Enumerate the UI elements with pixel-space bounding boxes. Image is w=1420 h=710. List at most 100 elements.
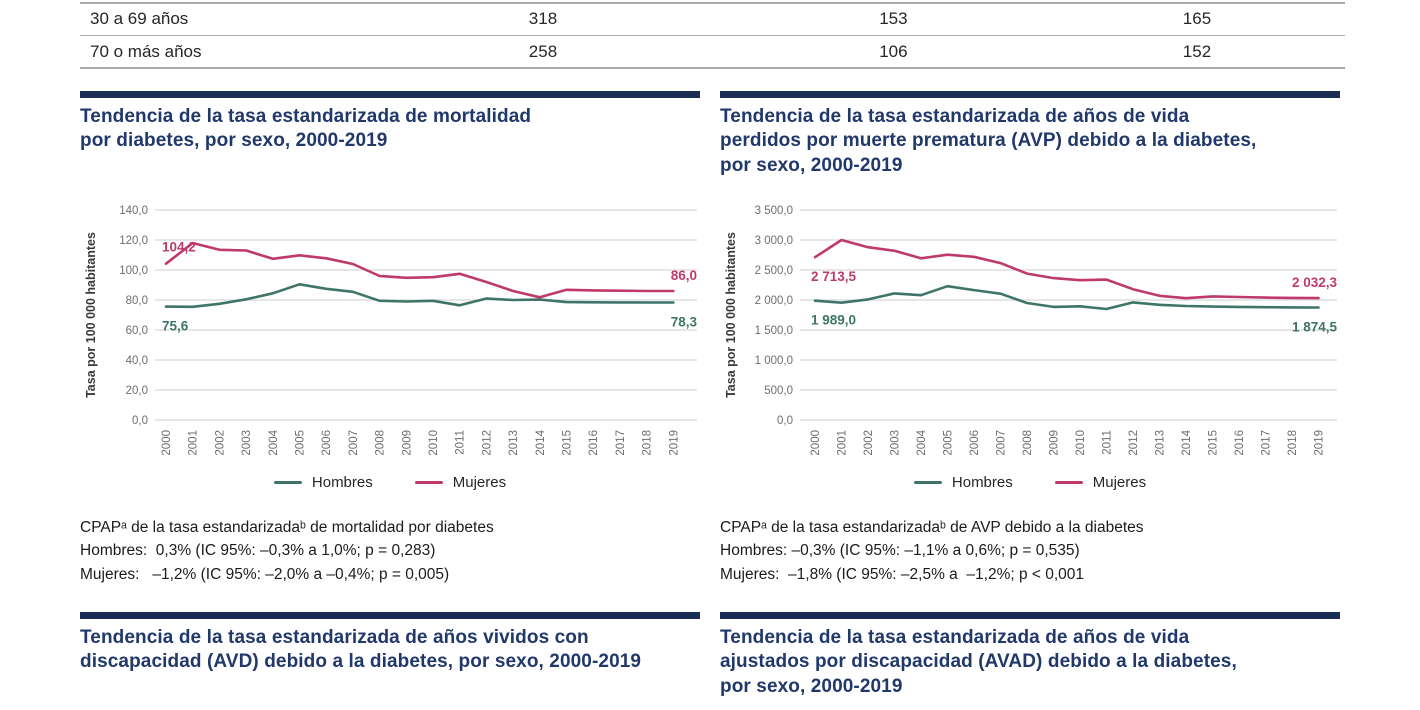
x-year-label: 2005 bbox=[943, 430, 955, 456]
y-tick-label: 100,0 bbox=[119, 265, 148, 277]
x-year-label: 2009 bbox=[1049, 430, 1061, 456]
row-value: 152 bbox=[1182, 42, 1212, 61]
cpap-line: Hombres: –0,3% (IC 95%: –1,1% a 0,6%; p … bbox=[720, 542, 1080, 560]
x-year-label: 2001 bbox=[837, 430, 849, 456]
legend-label: Mujeres bbox=[1092, 474, 1147, 491]
row-label: 30 a 69 años bbox=[90, 9, 189, 28]
x-year-label: 2010 bbox=[1075, 430, 1087, 456]
avp-line-chart: 0,0 500,0 1 000,0 1 500,0 2 000,0 2 500,0 3 00… bbox=[724, 205, 1338, 456]
y-tick-label: 20,0 bbox=[126, 385, 148, 397]
series-line-hombres bbox=[813, 284, 1320, 311]
cpap-stats-mortalidad: CPAPᵃ de la tasa estandarizadaᵇ de morta… bbox=[80, 516, 494, 586]
section-divider-bar bbox=[720, 612, 1340, 619]
chart-legend: Hombres Mujeres bbox=[80, 474, 700, 491]
hombres-line-swatch-icon bbox=[913, 480, 942, 485]
x-year-label: 2008 bbox=[1022, 430, 1034, 456]
x-year-label: 2005 bbox=[295, 430, 307, 456]
row-value: 153 bbox=[879, 9, 908, 28]
legend-label: Mujeres bbox=[452, 474, 507, 491]
y-tick-label: 0,0 bbox=[777, 415, 793, 427]
y-tick-label: 140,0 bbox=[119, 205, 148, 217]
section-divider-bar bbox=[720, 91, 1340, 98]
y-tick-label: 40,0 bbox=[126, 355, 148, 367]
row-value: 165 bbox=[1182, 9, 1212, 28]
y-tick-label: 2 500,0 bbox=[755, 265, 793, 277]
x-year-label: 2001 bbox=[188, 430, 200, 456]
legend-item-mujeres: Mujeres bbox=[414, 474, 507, 491]
x-year-label: 2017 bbox=[615, 430, 627, 456]
legend-item-hombres: Hombres bbox=[273, 474, 373, 491]
row-label: 70 o más años bbox=[90, 42, 202, 61]
legend-item-mujeres: Mujeres bbox=[1054, 474, 1147, 491]
x-year-label: 2019 bbox=[668, 430, 680, 456]
legend-item-hombres: Hombres bbox=[913, 474, 1013, 491]
section-title-avad: Tendencia de la tasa estandarizada de añ… bbox=[720, 627, 1237, 697]
x-year-label: 2012 bbox=[1128, 430, 1140, 456]
section-divider-bar bbox=[80, 612, 700, 619]
x-year-label: 2015 bbox=[1208, 430, 1220, 456]
mujeres-line-swatch-icon bbox=[414, 480, 443, 485]
legend-label: Hombres bbox=[951, 474, 1013, 491]
point-value-label: 78,3 bbox=[671, 315, 698, 330]
section-title-mortalidad: Tendencia de la tasa estandarizada de mo… bbox=[80, 106, 532, 152]
series-line-mujeres bbox=[164, 241, 675, 299]
cpap-stats-avp: CPAPᵃ de la tasa estandarizadaᵇ de AVP d… bbox=[720, 516, 1144, 586]
cpap-line: Hombres: 0,3% (IC 95%: –0,3% a 1,0%; p =… bbox=[80, 542, 436, 560]
y-tick-label: 60,0 bbox=[126, 325, 148, 337]
mortality-line-chart: 0,0 20,0 40,0 60,0 80,0 100,0 120,0 140,0 Tasa p… bbox=[84, 205, 698, 456]
cpap-line: Mujeres: –1,8% (IC 95%: –2,5% a –1,2%; p… bbox=[720, 565, 1085, 583]
y-axis-title: Tasa por 100 000 habitantes bbox=[724, 232, 738, 398]
x-year-label: 2019 bbox=[1314, 430, 1326, 456]
x-year-label: 2008 bbox=[375, 430, 387, 456]
y-tick-label: 120,0 bbox=[119, 235, 148, 247]
x-year-label: 2018 bbox=[642, 430, 654, 456]
x-year-label: 2002 bbox=[214, 430, 226, 456]
age-group-table-fragment: 30 a 69 años 318 153 165 70 o más años 2… bbox=[80, 0, 1345, 69]
y-tick-label: 1 500,0 bbox=[755, 325, 793, 337]
x-year-label: 2007 bbox=[348, 430, 360, 456]
y-tick-label: 3 500,0 bbox=[755, 205, 793, 217]
x-year-label: 2011 bbox=[455, 430, 467, 455]
hombres-line-swatch-icon bbox=[273, 480, 302, 485]
x-year-label: 2009 bbox=[401, 430, 413, 456]
cpap-line: CPAPᵃ de la tasa estandarizadaᵇ de AVP d… bbox=[720, 519, 1144, 536]
x-year-label: 2000 bbox=[161, 430, 173, 456]
row-value: 258 bbox=[528, 42, 558, 61]
y-tick-label: 0,0 bbox=[132, 415, 148, 427]
table-row: 30 a 69 años 318 153 165 bbox=[80, 9, 1345, 35]
x-year-label: 2013 bbox=[508, 430, 520, 456]
section-divider-bar bbox=[80, 91, 700, 98]
y-tick-label: 1 000,0 bbox=[755, 355, 793, 367]
x-year-label: 2014 bbox=[535, 429, 547, 455]
series-line-mujeres bbox=[813, 238, 1320, 300]
section-title-avd: Tendencia de la tasa estandarizada de añ… bbox=[80, 627, 642, 673]
x-year-label: 2015 bbox=[562, 430, 574, 456]
x-year-label: 2016 bbox=[1234, 430, 1246, 456]
y-tick-label: 80,0 bbox=[126, 295, 148, 307]
x-year-label: 2018 bbox=[1287, 430, 1299, 456]
y-axis-title: Tasa por 100 000 habitantes bbox=[84, 232, 98, 398]
x-year-label: 2016 bbox=[588, 430, 600, 456]
point-value-label: 86,0 bbox=[671, 268, 697, 283]
x-year-label: 2006 bbox=[969, 430, 981, 456]
row-value: 106 bbox=[879, 42, 908, 61]
cpap-line: CPAPᵃ de la tasa estandarizadaᵇ de morta… bbox=[80, 519, 494, 536]
table-rule bbox=[80, 34, 1345, 36]
y-tick-label: 2 000,0 bbox=[755, 295, 793, 307]
x-year-label: 2003 bbox=[890, 430, 902, 456]
chart-legend: Hombres Mujeres bbox=[720, 474, 1340, 491]
point-value-label: 75,6 bbox=[162, 319, 189, 334]
x-year-label: 2010 bbox=[428, 430, 440, 456]
x-year-label: 2007 bbox=[996, 430, 1008, 456]
x-year-label: 2011 bbox=[1102, 430, 1114, 455]
point-value-label: 1 874,5 bbox=[1292, 320, 1338, 335]
mujeres-line-swatch-icon bbox=[1054, 480, 1083, 485]
x-year-label: 2003 bbox=[241, 430, 253, 456]
y-tick-label: 500,0 bbox=[764, 385, 793, 397]
x-year-label: 2004 bbox=[268, 429, 280, 455]
series-line-hombres bbox=[164, 283, 675, 309]
x-year-label: 2013 bbox=[1155, 430, 1167, 456]
y-tick-label: 3 000,0 bbox=[755, 235, 793, 247]
table-rule bbox=[80, 67, 1345, 69]
x-year-label: 2000 bbox=[810, 430, 822, 456]
